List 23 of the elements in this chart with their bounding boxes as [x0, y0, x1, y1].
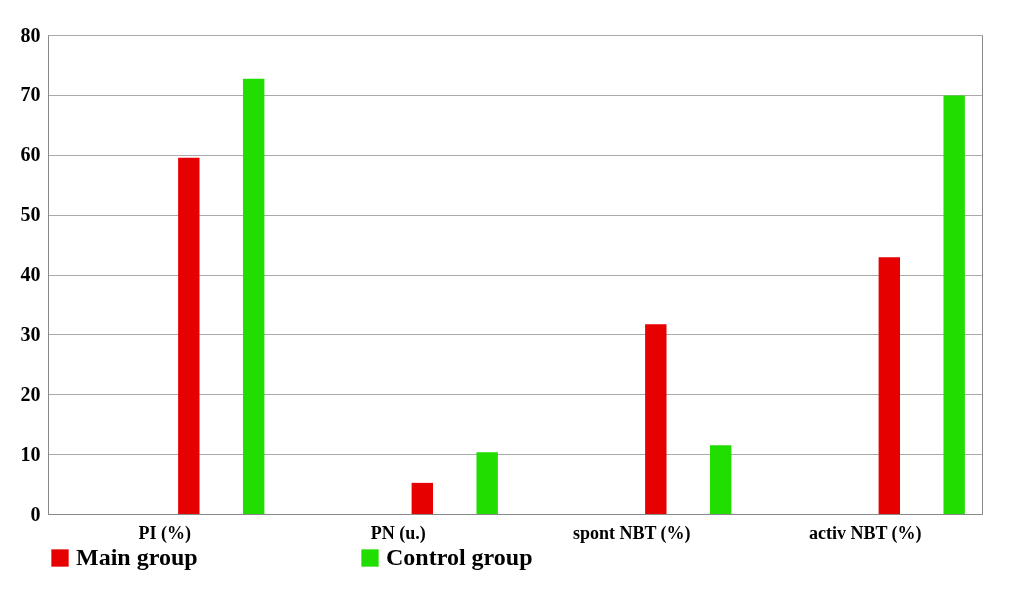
x-tick-label: PN (u.)	[370, 522, 426, 544]
bar	[943, 95, 965, 514]
y-tick-label: 20	[20, 382, 41, 405]
y-tick-label: 30	[20, 322, 41, 345]
bar	[709, 445, 732, 514]
x-tick-label: PI (%)	[138, 522, 191, 544]
bar	[411, 482, 434, 514]
bar	[178, 157, 200, 514]
y-tick-label: 0	[30, 502, 41, 525]
y-tick-label: 80	[20, 23, 41, 46]
legend-label: Control group	[386, 544, 533, 570]
bar	[878, 257, 901, 514]
bar	[645, 324, 667, 514]
y-tick-label: 70	[20, 83, 41, 106]
y-tick-label: 10	[20, 442, 41, 465]
y-tick-label: 50	[20, 203, 41, 226]
y-tick-label: 40	[20, 263, 41, 285]
bar	[242, 78, 265, 514]
legend-label: Main group	[76, 544, 198, 570]
x-tick-label: spont NBT (%)	[572, 522, 691, 544]
bar	[476, 452, 498, 514]
x-tick-label: activ NBT (%)	[808, 522, 922, 544]
y-tick-label: 60	[20, 143, 41, 166]
